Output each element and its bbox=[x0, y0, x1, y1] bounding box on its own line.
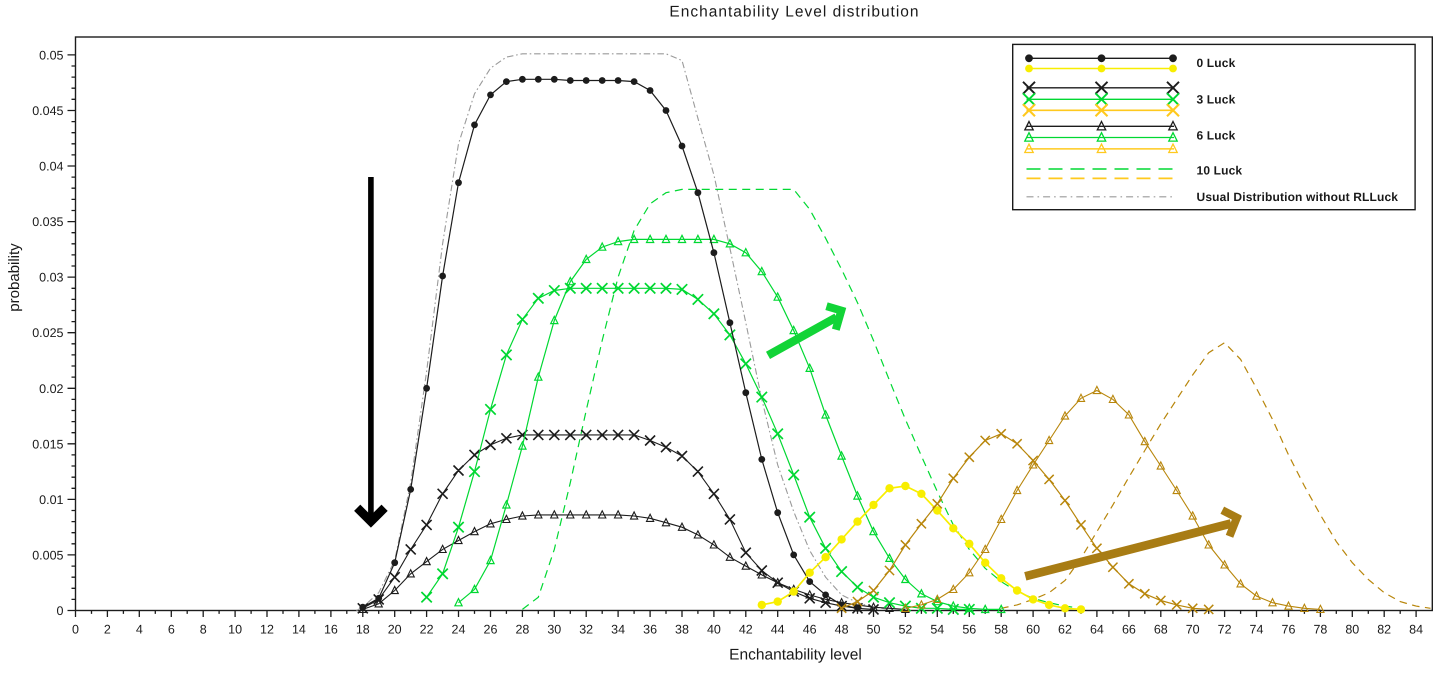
svg-text:10: 10 bbox=[228, 623, 242, 637]
svg-text:probability: probability bbox=[6, 243, 23, 312]
svg-text:3 Luck: 3 Luck bbox=[1197, 92, 1236, 106]
svg-text:6: 6 bbox=[168, 623, 175, 637]
svg-text:24: 24 bbox=[452, 623, 466, 637]
svg-text:72: 72 bbox=[1218, 623, 1232, 637]
svg-text:0.045: 0.045 bbox=[32, 104, 63, 118]
svg-text:0.05: 0.05 bbox=[39, 48, 63, 62]
svg-text:0.015: 0.015 bbox=[32, 437, 63, 451]
svg-text:80: 80 bbox=[1345, 623, 1359, 637]
svg-text:74: 74 bbox=[1250, 623, 1264, 637]
svg-text:56: 56 bbox=[962, 623, 976, 637]
svg-text:68: 68 bbox=[1154, 623, 1168, 637]
svg-text:Enchantability Level distribut: Enchantability Level distribution bbox=[669, 4, 919, 21]
svg-text:4: 4 bbox=[136, 623, 143, 637]
svg-text:36: 36 bbox=[643, 623, 657, 637]
svg-text:44: 44 bbox=[771, 623, 785, 637]
svg-text:38: 38 bbox=[675, 623, 689, 637]
svg-text:22: 22 bbox=[420, 623, 434, 637]
svg-text:0.005: 0.005 bbox=[32, 548, 63, 562]
svg-text:0 Luck: 0 Luck bbox=[1197, 56, 1236, 70]
svg-text:20: 20 bbox=[388, 623, 402, 637]
svg-text:66: 66 bbox=[1122, 623, 1136, 637]
svg-text:18: 18 bbox=[356, 623, 370, 637]
svg-text:0.03: 0.03 bbox=[39, 271, 63, 285]
svg-text:76: 76 bbox=[1282, 623, 1296, 637]
svg-text:30: 30 bbox=[547, 623, 561, 637]
svg-text:Enchantability level: Enchantability level bbox=[729, 647, 862, 664]
svg-text:14: 14 bbox=[292, 623, 306, 637]
svg-text:40: 40 bbox=[707, 623, 721, 637]
svg-text:12: 12 bbox=[260, 623, 274, 637]
svg-text:0: 0 bbox=[72, 623, 79, 637]
svg-text:0.025: 0.025 bbox=[32, 326, 63, 340]
svg-text:48: 48 bbox=[835, 623, 849, 637]
svg-text:58: 58 bbox=[994, 623, 1008, 637]
svg-text:0.02: 0.02 bbox=[39, 382, 63, 396]
svg-text:10 Luck: 10 Luck bbox=[1197, 164, 1243, 178]
svg-text:70: 70 bbox=[1186, 623, 1200, 637]
svg-text:32: 32 bbox=[579, 623, 593, 637]
svg-text:0.01: 0.01 bbox=[39, 493, 63, 507]
svg-text:54: 54 bbox=[930, 623, 944, 637]
svg-text:0.04: 0.04 bbox=[39, 160, 63, 174]
svg-text:26: 26 bbox=[484, 623, 498, 637]
svg-text:82: 82 bbox=[1377, 623, 1391, 637]
svg-text:34: 34 bbox=[611, 623, 625, 637]
svg-text:42: 42 bbox=[739, 623, 753, 637]
svg-text:8: 8 bbox=[200, 623, 207, 637]
svg-text:84: 84 bbox=[1409, 623, 1423, 637]
svg-text:28: 28 bbox=[515, 623, 529, 637]
svg-text:78: 78 bbox=[1313, 623, 1327, 637]
svg-text:6 Luck: 6 Luck bbox=[1197, 128, 1236, 142]
svg-text:Usual Distribution without RLL: Usual Distribution without RLLuck bbox=[1197, 190, 1399, 204]
svg-text:60: 60 bbox=[1026, 623, 1040, 637]
svg-text:0.035: 0.035 bbox=[32, 215, 63, 229]
svg-text:2: 2 bbox=[104, 623, 111, 637]
svg-text:16: 16 bbox=[324, 623, 338, 637]
svg-text:62: 62 bbox=[1058, 623, 1072, 637]
svg-text:50: 50 bbox=[867, 623, 881, 637]
svg-text:0: 0 bbox=[57, 604, 64, 618]
svg-text:64: 64 bbox=[1090, 623, 1104, 637]
svg-text:46: 46 bbox=[803, 623, 817, 637]
svg-text:52: 52 bbox=[898, 623, 912, 637]
